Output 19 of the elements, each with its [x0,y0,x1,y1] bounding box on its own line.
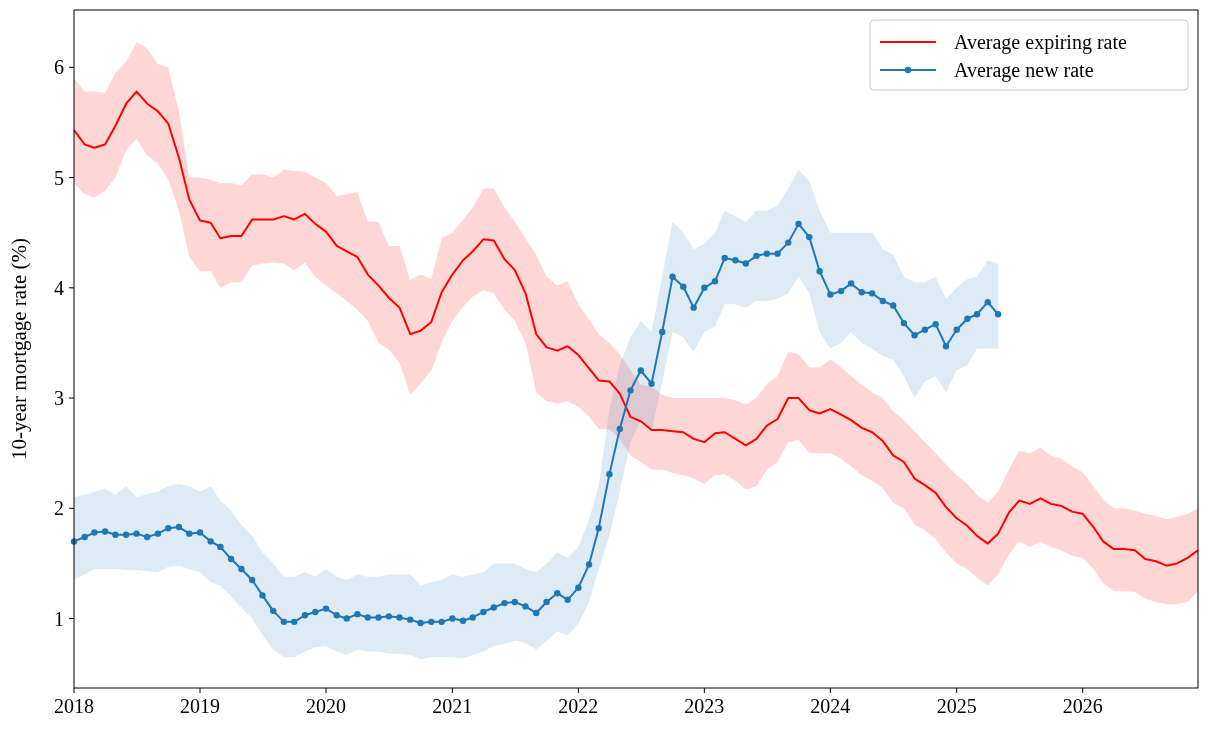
legend-label: Average expiring rate [954,31,1127,54]
y-tick-label: 5 [54,166,64,189]
x-tick-label: 2024 [810,695,851,717]
y-tick-label: 4 [54,276,64,299]
legend-label: Average new rate [954,59,1094,82]
x-tick-label: 2019 [180,695,220,717]
y-axis-title: 10-year mortgage rate (%) [7,237,31,461]
x-tick-label: 2025 [936,695,977,717]
x-tick-label: 2018 [54,695,94,717]
x-tick-label: 2026 [1062,695,1103,717]
x-tick-label: 2020 [306,695,346,717]
x-tick-label: 2022 [558,695,599,717]
line-series [73,90,1199,567]
y-tick-label: 6 [54,56,64,79]
y-tick-label: 3 [54,387,64,410]
x-tick-label: 2021 [432,695,473,717]
y-tick-label: 2 [54,497,64,520]
y-tick-label: 1 [54,607,64,630]
x-tick-label: 2023 [684,695,725,717]
